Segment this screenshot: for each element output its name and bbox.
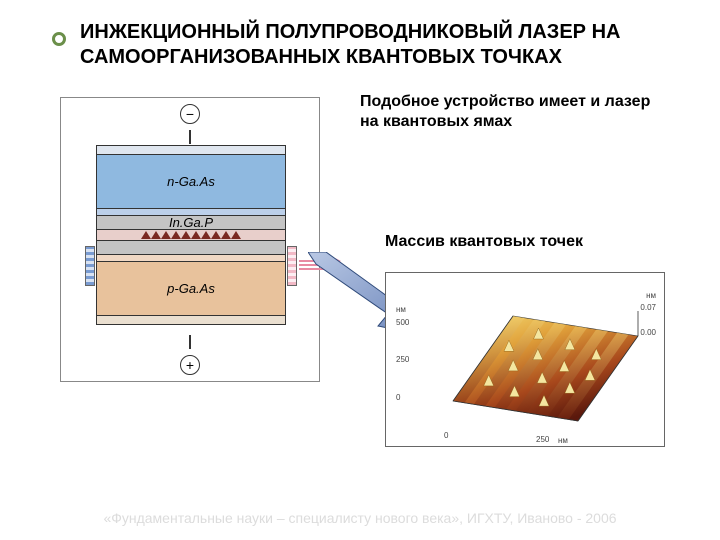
- quantum-dot: [191, 231, 201, 239]
- content-area: − n-Ga.As In.Ga.P p-Ga.As +: [40, 82, 680, 482]
- top-wire: [189, 130, 191, 144]
- annotation-quantum-wells: Подобное устройство имеет и лазер на ква…: [360, 92, 660, 132]
- mirror-left: [85, 246, 95, 286]
- bottom-terminal: +: [180, 355, 200, 375]
- bottom-wire: [189, 335, 191, 349]
- y-tick-0: 0: [396, 393, 400, 402]
- footer-text: «Фундаментальные науки – специалисту нов…: [0, 510, 720, 526]
- top-terminal: −: [180, 104, 200, 124]
- z-tick-0: 0.00: [640, 328, 656, 337]
- quantum-dot: [231, 231, 241, 239]
- quantum-dot: [161, 231, 171, 239]
- x-tick-0: 0: [444, 431, 448, 440]
- quantum-dot: [181, 231, 191, 239]
- quantum-dot: [151, 231, 161, 239]
- quantum-dot: [211, 231, 221, 239]
- mirror-right: [287, 246, 297, 286]
- device-layer: [96, 315, 286, 325]
- z-tick-1: 0.07: [640, 303, 656, 312]
- quantum-dot: [201, 231, 211, 239]
- y-tick-1: 250: [396, 355, 409, 364]
- afm-surface: [418, 291, 643, 426]
- annotation-qd-array: Массив квантовых точек: [385, 232, 665, 252]
- quantum-dot: [221, 231, 231, 239]
- device-layer: n-Ga.As: [96, 154, 286, 209]
- quantum-dot: [171, 231, 181, 239]
- y-tick-2: 500: [396, 318, 409, 327]
- x-tick-1: 250: [536, 435, 549, 444]
- layer-stack: n-Ga.As In.Ga.P p-Ga.As: [96, 146, 286, 325]
- slide: ИНЖЕКЦИОННЫЙ ПОЛУПРОВОДНИКОВЫЙ ЛАЗЕР НА …: [0, 0, 720, 540]
- z-unit: нм: [646, 291, 656, 300]
- title-bullet: [52, 32, 66, 46]
- device-layer: p-Ga.As: [96, 261, 286, 316]
- x-unit: нм: [558, 436, 568, 445]
- afm-image: 0 250 нм 0 250 500 нм 0.00 0.07 нм: [385, 272, 665, 447]
- laser-device-diagram: − n-Ga.As In.Ga.P p-Ga.As +: [60, 97, 320, 382]
- device-layer: In.Ga.P: [96, 215, 286, 230]
- y-unit: нм: [396, 305, 406, 314]
- quantum-dot: [141, 231, 151, 239]
- device-layer: [96, 240, 286, 255]
- quantum-dot-row: [137, 230, 245, 240]
- slide-title: ИНЖЕКЦИОННЫЙ ПОЛУПРОВОДНИКОВЫЙ ЛАЗЕР НА …: [80, 20, 680, 70]
